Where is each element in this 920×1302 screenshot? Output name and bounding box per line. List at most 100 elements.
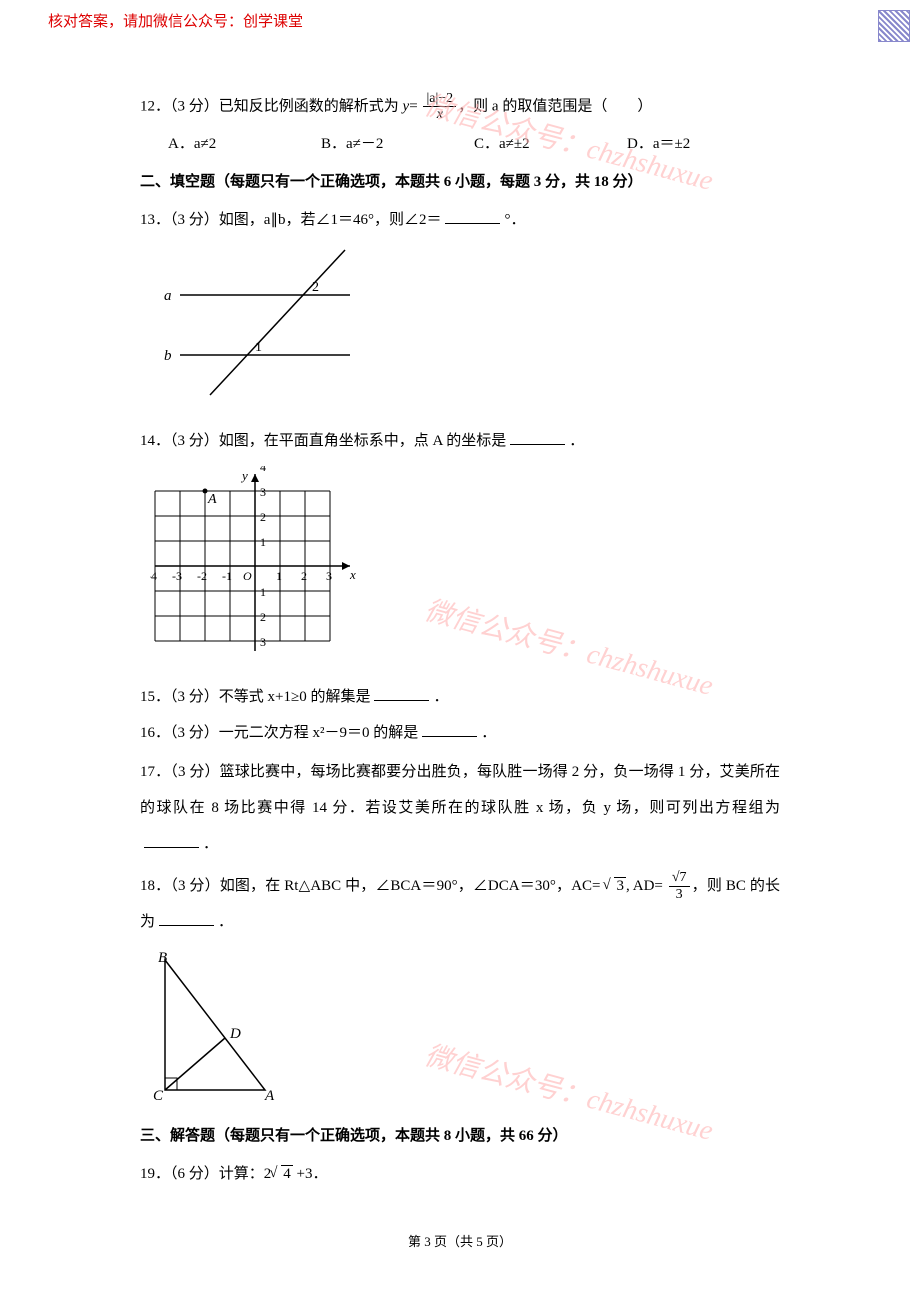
q12-option-d: D．a＝±2	[627, 129, 780, 159]
svg-text:1: 1	[276, 569, 282, 583]
svg-text:4: 4	[260, 466, 266, 474]
svg-text:-3: -3	[172, 569, 182, 583]
q12-equals: =	[409, 98, 421, 114]
header-banner: 核对答案，请加微信公众号：创学课堂	[0, 0, 920, 41]
question-15: 15．（3 分）不等式 x+1≥0 的解集是 ．	[140, 682, 780, 712]
section-2-header: 二、填空题（每题只有一个正确选项，本题共 6 小题，每题 3 分，共 18 分）	[140, 167, 780, 197]
q17-blank	[144, 830, 199, 848]
q14-diagram: x y A -4-3-2-1O123 1234123	[150, 466, 780, 672]
q16-blank	[422, 719, 477, 737]
q16-points: （3 分）	[170, 725, 219, 741]
q15-blank	[374, 683, 429, 701]
q18-label-b: B	[158, 950, 167, 966]
svg-text:2: 2	[260, 610, 266, 624]
q12-option-a: A．a≠2	[168, 129, 321, 159]
q12-text-before: 已知反比例函数的解析式为	[219, 98, 403, 114]
svg-text:3: 3	[260, 485, 266, 499]
q18-fraction: √73	[669, 870, 690, 902]
svg-text:1: 1	[260, 585, 266, 599]
q18-number: 18．	[140, 878, 170, 894]
q15-text1: 不等式 x+1≥0 的解集是	[219, 689, 371, 705]
q13-points: （3 分）	[170, 212, 219, 228]
q14-x-axis-label: x	[349, 567, 356, 582]
q15-points: （3 分）	[170, 689, 219, 705]
q16-text2: ．	[481, 725, 496, 741]
q12-option-b: B．a≠－2	[321, 129, 474, 159]
q13-svg: a b 2 1	[150, 245, 370, 405]
q18-label-d: D	[229, 1026, 241, 1042]
svg-text:2: 2	[260, 510, 266, 524]
q18-sqrt3: 3	[604, 868, 626, 904]
question-16: 16．（3 分）一元二次方程 x²－9＝0 的解是 ．	[140, 718, 780, 748]
q18-frac-den: 3	[673, 887, 686, 902]
q17-text2: ．	[203, 836, 218, 852]
q18-comma1: , AD=	[626, 878, 667, 894]
q19-text2: +3．	[293, 1166, 328, 1182]
q18-points: （3 分）	[170, 878, 219, 894]
q12-frac-num: |a|−2	[423, 91, 456, 107]
section-3-header: 三、解答题（每题只有一个正确选项，本题共 8 小题，共 66 分）	[140, 1121, 780, 1151]
q19-sqrt4: 4	[271, 1159, 293, 1189]
q13-label-b: b	[164, 348, 172, 364]
q13-blank	[445, 206, 500, 224]
q18-label-c: C	[153, 1088, 164, 1100]
q12-fraction: |a|−2x	[423, 91, 456, 123]
q19-points: （6 分）	[170, 1166, 219, 1182]
svg-text:2: 2	[301, 569, 307, 583]
q14-text1: 如图，在平面直角坐标系中，点 A 的坐标是	[219, 433, 507, 449]
q13-angle1: 1	[255, 340, 262, 355]
q16-number: 16．	[140, 725, 170, 741]
q16-text1: 一元二次方程 x²－9＝0 的解是	[219, 725, 419, 741]
q17-text: 篮球比赛中，每场比赛都要分出胜负，每队胜一场得 2 分，负一场得 1 分，艾美所…	[140, 764, 780, 816]
question-17: 17．（3 分）篮球比赛中，每场比赛都要分出胜负，每队胜一场得 2 分，负一场得…	[140, 754, 780, 862]
svg-text:3: 3	[326, 569, 332, 583]
q17-number: 17．	[140, 764, 170, 780]
q12-points: （3 分）	[170, 98, 219, 114]
q15-text2: ．	[433, 689, 448, 705]
svg-text:O: O	[243, 569, 252, 583]
svg-text:-1: -1	[222, 569, 232, 583]
q14-text2: ．	[569, 433, 584, 449]
svg-text:-4: -4	[150, 569, 157, 583]
svg-text:3: 3	[260, 635, 266, 649]
q13-text1: 如图，a∥b，若∠1＝46°，则∠2＝	[219, 212, 442, 228]
q14-blank	[510, 427, 565, 445]
q17-points: （3 分）	[170, 764, 219, 780]
q14-svg: x y A -4-3-2-1O123 1234123	[150, 466, 360, 661]
q14-point-a-label: A	[207, 492, 217, 507]
q18-sqrt3-val: 3	[614, 877, 626, 894]
question-13: 13．（3 分）如图，a∥b，若∠1＝46°，则∠2＝ °．	[140, 205, 780, 235]
q12-options: A．a≠2 B．a≠－2 C．a≠±2 D．a＝±2	[168, 129, 780, 159]
q18-svg: B C D A	[150, 950, 280, 1100]
q12-number: 12．	[140, 98, 170, 114]
q19-number: 19．	[140, 1166, 170, 1182]
q13-number: 13．	[140, 212, 170, 228]
q18-text3: ．	[218, 914, 233, 930]
q12-frac-den: x	[434, 107, 446, 122]
q18-frac-num: √7	[669, 870, 690, 886]
q13-angle2: 2	[312, 280, 319, 295]
q18-label-a: A	[264, 1088, 275, 1100]
svg-text:-2: -2	[197, 569, 207, 583]
question-14: 14．（3 分）如图，在平面直角坐标系中，点 A 的坐标是 ．	[140, 426, 780, 456]
q15-number: 15．	[140, 689, 170, 705]
q14-y-axis-label: y	[240, 468, 248, 483]
question-18: 18．（3 分）如图，在 Rt△ABC 中，∠BCA＝90°，∠DCA＝30°，…	[140, 868, 780, 940]
q13-text2: °．	[504, 212, 525, 228]
svg-text:1: 1	[260, 535, 266, 549]
question-19: 19．（6 分）计算：2 4 +3．	[140, 1159, 780, 1189]
q14-points: （3 分）	[170, 433, 219, 449]
page-number: 第 3 页（共 5 页）	[140, 1229, 780, 1255]
q19-sqrt4-val: 4	[281, 1165, 293, 1182]
q13-diagram: a b 2 1	[150, 245, 780, 416]
question-12: 12．（3 分）已知反比例函数的解析式为 y= |a|−2x，则 a 的取值范围…	[140, 91, 780, 123]
q12-option-c: C．a≠±2	[474, 129, 627, 159]
q19-text1: 计算：2	[219, 1166, 272, 1182]
q18-blank	[159, 908, 214, 926]
q14-number: 14．	[140, 433, 170, 449]
qr-code-icon	[878, 10, 910, 42]
q12-text-after: ，则 a 的取值范围是（ ）	[458, 98, 652, 114]
q18-text1: 如图，在 Rt△ABC 中，∠BCA＝90°，∠DCA＝30°，AC=	[220, 878, 605, 894]
q18-diagram: B C D A	[150, 950, 780, 1111]
q13-label-a: a	[164, 288, 172, 304]
